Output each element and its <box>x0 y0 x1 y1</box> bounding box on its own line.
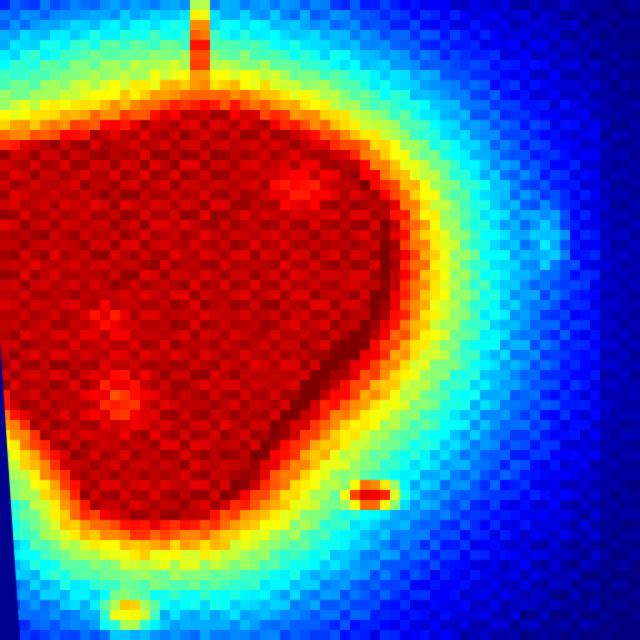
heatmap-canvas <box>0 0 640 640</box>
heatmap-image <box>0 0 640 640</box>
